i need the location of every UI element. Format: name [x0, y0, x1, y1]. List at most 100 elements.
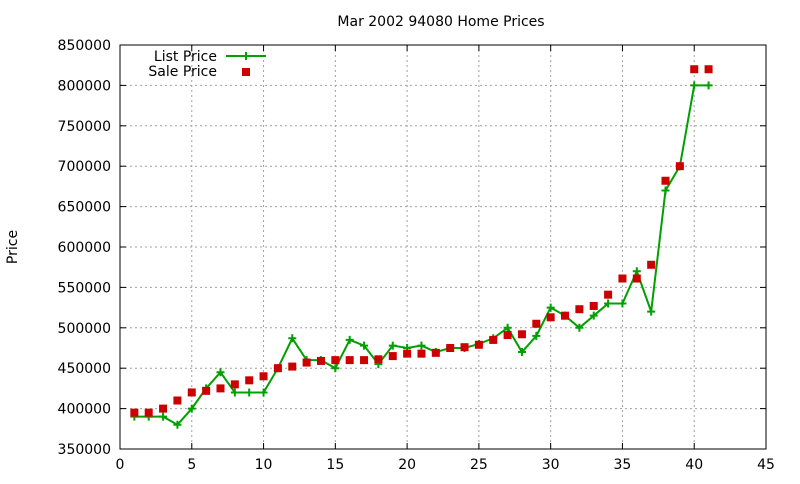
- data-point-list-price: [546, 303, 555, 312]
- data-point-sale-price: [604, 290, 613, 299]
- data-point-list-price: [159, 412, 168, 421]
- legend-label-sale-price: Sale Price: [148, 64, 217, 80]
- data-point-list-price: [173, 420, 182, 429]
- data-point-sale-price: [632, 274, 641, 283]
- data-point-sale-price: [589, 301, 598, 310]
- data-point-sale-price: [187, 388, 196, 397]
- data-point-sale-price: [130, 408, 139, 417]
- series-layer: [130, 65, 713, 429]
- data-point-sale-price: [403, 349, 412, 358]
- x-tick-label: 45: [757, 457, 775, 473]
- data-point-list-price: [661, 186, 670, 195]
- y-tick-label: 750000: [58, 119, 111, 135]
- data-point-sale-price: [460, 343, 469, 352]
- x-tick-label: 10: [255, 457, 273, 473]
- data-point-sale-price: [316, 356, 325, 365]
- data-point-sale-price: [388, 352, 397, 361]
- x-tick-label: 25: [470, 457, 488, 473]
- data-point-sale-price: [474, 340, 483, 349]
- x-tick-label: 15: [326, 457, 344, 473]
- data-point-list-price: [632, 267, 641, 276]
- data-point-sale-price: [575, 305, 584, 314]
- data-point-sale-price: [431, 348, 440, 357]
- data-point-sale-price: [345, 356, 354, 365]
- data-point-sale-price: [446, 344, 455, 352]
- data-point-list-price: [618, 299, 627, 308]
- legend: List Price Sale Price: [148, 49, 266, 80]
- data-point-list-price: [345, 335, 354, 344]
- y-tick-label: 850000: [58, 38, 111, 54]
- legend-marker-sale-price: [242, 68, 250, 76]
- data-point-sale-price: [245, 376, 254, 385]
- legend-label-list-price: List Price: [154, 49, 217, 65]
- data-point-sale-price: [288, 362, 297, 371]
- x-tick-label: 30: [542, 457, 560, 473]
- data-point-sale-price: [144, 408, 153, 417]
- y-tick-label: 600000: [58, 240, 111, 256]
- data-point-list-price: [589, 311, 598, 320]
- data-point-sale-price: [561, 311, 570, 320]
- axis-ticks: 0 5 10 15 20 25 30 35 40 45 350000 400000 450000 5000…: [58, 38, 775, 473]
- grid-lines: [120, 45, 766, 449]
- data-point-sale-price: [273, 364, 282, 373]
- data-point-list-price: [331, 364, 340, 373]
- data-point-list-price: [230, 388, 239, 397]
- data-point-sale-price: [173, 396, 182, 405]
- data-point-sale-price: [374, 355, 383, 364]
- data-point-sale-price: [159, 404, 168, 413]
- data-point-list-price: [288, 334, 297, 343]
- data-point-sale-price: [503, 331, 512, 340]
- data-point-list-price: [360, 341, 369, 350]
- data-point-sale-price: [532, 319, 541, 328]
- y-tick-label: 550000: [58, 280, 111, 296]
- data-point-list-price: [704, 81, 713, 90]
- y-axis-label: Price: [5, 230, 21, 264]
- y-tick-label: 400000: [58, 402, 111, 418]
- data-point-list-price: [517, 348, 526, 357]
- data-point-sale-price: [690, 65, 699, 74]
- data-point-sale-price: [489, 335, 498, 344]
- data-point-sale-price: [202, 386, 211, 395]
- data-point-list-price: [388, 341, 397, 350]
- data-point-sale-price: [259, 372, 268, 381]
- data-point-list-price: [647, 307, 656, 316]
- y-tick-label: 350000: [58, 442, 111, 458]
- data-point-sale-price: [417, 349, 426, 358]
- chart-title: Mar 2002 94080 Home Prices: [337, 14, 544, 30]
- data-point-sale-price: [618, 274, 627, 283]
- data-point-sale-price: [517, 330, 526, 339]
- data-point-sale-price: [230, 380, 239, 389]
- x-tick-label: 5: [187, 457, 196, 473]
- data-point-list-price: [503, 323, 512, 332]
- data-point-list-price: [575, 323, 584, 332]
- data-point-sale-price: [546, 313, 555, 322]
- y-tick-label: 500000: [58, 321, 111, 337]
- data-point-sale-price: [216, 384, 225, 393]
- data-point-list-price: [532, 331, 541, 340]
- data-point-sale-price: [360, 356, 369, 365]
- y-tick-label: 450000: [58, 361, 111, 377]
- data-point-list-price: [187, 404, 196, 413]
- data-point-list-price: [690, 81, 699, 90]
- data-point-sale-price: [647, 260, 656, 269]
- data-point-sale-price: [675, 162, 684, 171]
- data-point-sale-price: [331, 356, 340, 365]
- x-tick-label: 35: [614, 457, 632, 473]
- data-point-sale-price: [661, 176, 670, 185]
- data-point-list-price: [259, 388, 268, 397]
- legend-marker-list-price: [242, 52, 250, 60]
- x-tick-label: 0: [116, 457, 125, 473]
- x-tick-label: 40: [685, 457, 703, 473]
- data-point-list-price: [604, 299, 613, 308]
- y-tick-label: 700000: [58, 159, 111, 175]
- data-point-list-price: [417, 341, 426, 350]
- data-point-list-price: [245, 388, 254, 397]
- x-tick-label: 20: [398, 457, 416, 473]
- y-tick-label: 800000: [58, 78, 111, 94]
- data-point-list-price: [216, 368, 225, 377]
- data-point-sale-price: [704, 65, 713, 74]
- y-tick-label: 650000: [58, 200, 111, 216]
- data-point-sale-price: [302, 358, 311, 367]
